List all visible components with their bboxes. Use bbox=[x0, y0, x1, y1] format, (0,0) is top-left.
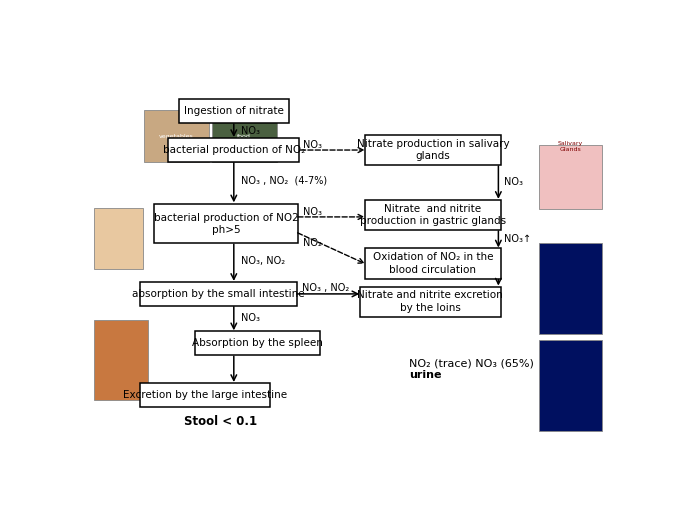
Text: NO₂ (trace) NO₃ (65%): NO₂ (trace) NO₃ (65%) bbox=[409, 359, 534, 369]
Text: food: food bbox=[237, 134, 251, 139]
Text: Ingestion of nitrate: Ingestion of nitrate bbox=[184, 106, 284, 116]
FancyBboxPatch shape bbox=[139, 383, 270, 407]
FancyBboxPatch shape bbox=[144, 111, 209, 163]
FancyBboxPatch shape bbox=[539, 145, 602, 209]
FancyBboxPatch shape bbox=[139, 282, 297, 306]
Text: Nitrate  and nitrite
production in gastric glands: Nitrate and nitrite production in gastri… bbox=[360, 204, 506, 226]
FancyBboxPatch shape bbox=[365, 135, 501, 165]
Text: NO₃ , NO₂: NO₃ , NO₂ bbox=[302, 283, 349, 293]
FancyBboxPatch shape bbox=[154, 205, 298, 243]
FancyBboxPatch shape bbox=[212, 111, 276, 163]
Text: Salivary
Glands: Salivary Glands bbox=[558, 141, 583, 152]
FancyBboxPatch shape bbox=[539, 242, 602, 334]
FancyBboxPatch shape bbox=[168, 138, 299, 162]
FancyBboxPatch shape bbox=[360, 286, 501, 317]
Text: NO₃: NO₃ bbox=[304, 140, 322, 150]
FancyBboxPatch shape bbox=[195, 331, 320, 356]
FancyBboxPatch shape bbox=[539, 340, 602, 431]
Text: bacterial production of NO₂: bacterial production of NO₂ bbox=[163, 145, 305, 155]
Text: vegetables: vegetables bbox=[159, 134, 193, 139]
Text: NO₃: NO₃ bbox=[241, 126, 260, 136]
FancyBboxPatch shape bbox=[365, 200, 501, 230]
Text: urine: urine bbox=[409, 370, 442, 380]
FancyBboxPatch shape bbox=[94, 208, 143, 269]
Text: absorption by the small intestine: absorption by the small intestine bbox=[132, 289, 304, 299]
Text: Stool < 0.1: Stool < 0.1 bbox=[184, 415, 257, 428]
Text: Nitrate and nitrite excretion
by the loins: Nitrate and nitrite excretion by the loi… bbox=[358, 290, 503, 313]
FancyBboxPatch shape bbox=[178, 99, 289, 123]
FancyBboxPatch shape bbox=[365, 248, 501, 279]
Text: Absorption by the spleen: Absorption by the spleen bbox=[192, 338, 323, 348]
Text: NO₃: NO₃ bbox=[504, 177, 523, 187]
Text: bacterial production of NO2
ph>5: bacterial production of NO2 ph>5 bbox=[153, 213, 298, 235]
Text: NO₂: NO₂ bbox=[304, 237, 322, 247]
Text: NO₃, NO₂: NO₃, NO₂ bbox=[241, 256, 285, 266]
Text: Excretion by the large intestine: Excretion by the large intestine bbox=[123, 390, 287, 400]
Text: NO₃ , NO₂  (4-7%): NO₃ , NO₂ (4-7%) bbox=[241, 175, 327, 185]
Text: NO₃: NO₃ bbox=[304, 207, 322, 217]
Text: NO₃: NO₃ bbox=[241, 314, 260, 323]
Text: Nitrate production in salivary
glands: Nitrate production in salivary glands bbox=[356, 139, 509, 162]
Text: Oxidation of NO₂ in the
blood circulation: Oxidation of NO₂ in the blood circulatio… bbox=[372, 252, 493, 275]
Text: NO₃↑: NO₃↑ bbox=[504, 234, 531, 244]
FancyBboxPatch shape bbox=[94, 320, 149, 399]
